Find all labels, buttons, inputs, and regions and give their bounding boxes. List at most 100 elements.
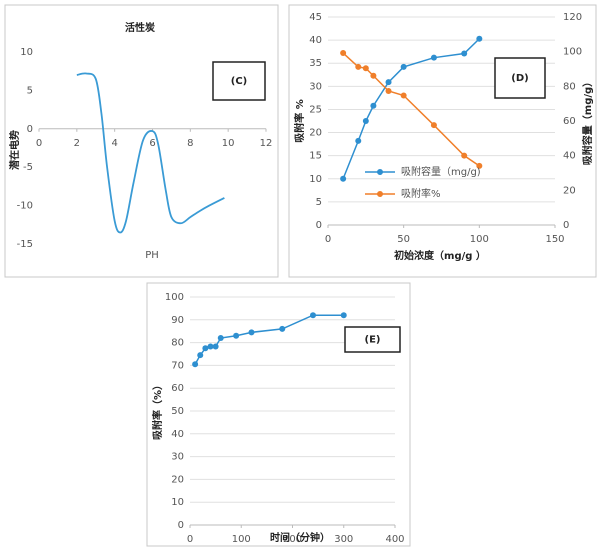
y-tick-label: -15 (17, 239, 33, 250)
data-point (461, 50, 468, 57)
x-tick-label: 400 (385, 534, 404, 545)
data-point (461, 152, 468, 159)
y-tick-label: 10 (20, 47, 33, 58)
y-tick-label: -5 (23, 162, 33, 173)
y-tick-label: 80 (171, 338, 184, 349)
panel-border (4, 4, 279, 278)
legend-label: 吸附率% (401, 187, 441, 200)
legend-marker (377, 191, 383, 197)
y2-tick-label: 120 (563, 12, 582, 23)
data-point (340, 50, 347, 57)
data-point (476, 35, 483, 42)
y-tick-label: 5 (316, 197, 322, 208)
data-point (248, 329, 255, 336)
y-tick-label: 40 (171, 429, 184, 440)
chart-panel: 0 5 10 15 20 25 30 35 40 45 0 20 40 60 80 100 120 0 50 100 1… (288, 4, 597, 278)
y-tick-label: 50 (171, 406, 184, 417)
data-point (370, 102, 377, 109)
y-tick-label: 30 (309, 81, 322, 92)
y-tick-label: 30 (171, 452, 184, 463)
x-tick-label: 0 (187, 534, 193, 545)
data-point (400, 92, 407, 99)
legend-label: 吸附容量（mg/g) (401, 165, 481, 178)
data-point (430, 122, 437, 129)
y2-axis-label: 吸附容量（mg/g） (581, 77, 594, 165)
x-tick-label: 4 (111, 138, 117, 149)
y-tick-label: 25 (309, 104, 322, 115)
x-tick-label: 8 (187, 138, 193, 149)
y2-tick-label: 60 (563, 116, 576, 127)
data-point (400, 63, 407, 70)
x-tick-label: 50 (397, 234, 410, 245)
legend-marker (377, 169, 383, 175)
y2-tick-label: 80 (563, 81, 576, 92)
data-point (370, 72, 377, 79)
y-tick-label: 5 (27, 85, 33, 96)
x-axis-label: 初始浓度（mg/g ） (394, 249, 486, 262)
data-point (362, 65, 369, 72)
data-point (192, 361, 199, 368)
data-point (385, 88, 392, 95)
y-tick-label: 15 (309, 151, 322, 162)
series-line (76, 72, 225, 234)
annotation: (E) (365, 335, 381, 346)
x-tick-label: 12 (260, 138, 273, 149)
x-tick-label: 200 (283, 534, 302, 545)
data-point (279, 325, 286, 332)
x-tick-label: 150 (545, 234, 564, 245)
y-tick-label: 100 (165, 292, 184, 303)
y2-tick-label: 20 (563, 185, 576, 196)
y-tick-label: 35 (309, 58, 322, 69)
chart-panel: -15 -10 -5 0 5 10 0 2 4 6 8 10 12 活性炭 PH 潜在电势 (C) (4, 4, 279, 278)
y-tick-label: 10 (171, 497, 184, 508)
x-tick-label: 0 (325, 234, 331, 245)
y-tick-label: 40 (309, 35, 322, 46)
panel-border (288, 4, 597, 278)
data-point (385, 79, 392, 86)
x-axis-label: 时间（分钟） (270, 531, 330, 544)
data-point (430, 54, 437, 61)
y-tick-label: 20 (309, 128, 322, 139)
data-point (197, 352, 204, 359)
data-point (476, 162, 483, 169)
data-point (355, 137, 362, 144)
y-axis-label: 潜在电势 (8, 130, 21, 170)
y2-tick-label: 100 (563, 47, 582, 58)
y-tick-label: 20 (171, 474, 184, 485)
data-point (340, 175, 347, 182)
panel-border (146, 282, 411, 547)
y-tick-label: 10 (309, 174, 322, 185)
y-tick-label: 70 (171, 360, 184, 371)
data-point (212, 343, 219, 350)
y2-tick-label: 0 (563, 220, 569, 231)
y-axis-label: 吸附率（%） (151, 380, 164, 440)
annotation: (D) (511, 73, 528, 84)
annotation: (C) (231, 76, 247, 87)
x-axis-label: PH (145, 250, 159, 261)
x-tick-label: 300 (334, 534, 353, 545)
data-point (355, 63, 362, 70)
y-tick-label: 0 (178, 520, 184, 531)
chart-title: 活性炭 (125, 21, 155, 34)
x-tick-label: 0 (36, 138, 42, 149)
y-tick-label: -10 (17, 201, 33, 212)
data-point (202, 345, 209, 352)
x-tick-label: 100 (470, 234, 489, 245)
data-point (207, 343, 214, 350)
y2-tick-label: 40 (563, 151, 576, 162)
y-tick-label: 0 (316, 220, 322, 231)
annotation-box (212, 61, 266, 101)
data-point (233, 332, 240, 339)
data-point (362, 118, 369, 124)
x-tick-label: 10 (222, 138, 235, 149)
annotation-box (344, 326, 401, 353)
y-tick-label: 90 (171, 315, 184, 326)
y-tick-label: 0 (27, 124, 33, 135)
data-point (217, 335, 224, 342)
data-point (310, 312, 316, 319)
data-point (340, 312, 347, 319)
annotation-box (494, 57, 546, 99)
chart-panel: 0 10 20 30 40 50 60 70 80 90 100 0 100 200 300 400 时间（分钟… (146, 282, 411, 547)
x-tick-label: 2 (74, 138, 80, 149)
